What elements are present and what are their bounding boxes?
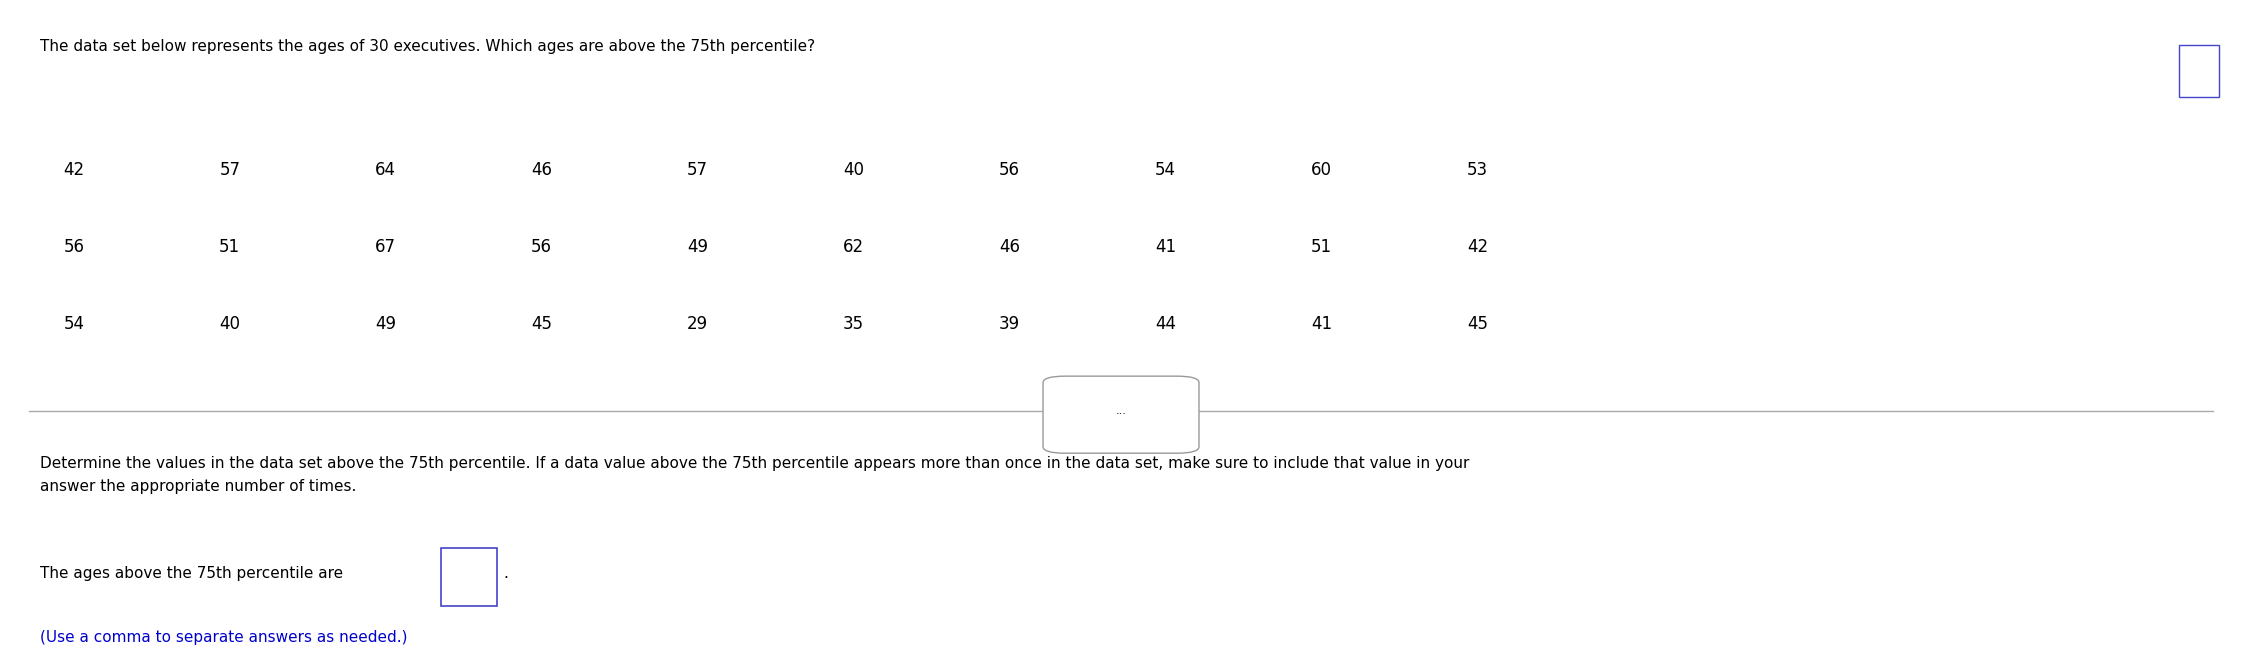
Text: ...: ... [1117, 407, 1125, 417]
Text: 42: 42 [1466, 238, 1489, 256]
Text: 49: 49 [686, 238, 708, 256]
Text: 56: 56 [531, 238, 552, 256]
Text: 41: 41 [1312, 315, 1332, 333]
Text: 46: 46 [531, 161, 552, 179]
Text: 62: 62 [843, 238, 863, 256]
Text: 64: 64 [374, 161, 397, 179]
Text: 35: 35 [843, 315, 863, 333]
Text: 51: 51 [1312, 238, 1332, 256]
Text: The data set below represents the ages of 30 executives. Which ages are above th: The data set below represents the ages o… [40, 39, 816, 54]
Text: Determine the values in the data set above the 75th percentile. If a data value : Determine the values in the data set abo… [40, 457, 1471, 493]
Text: 56: 56 [1000, 161, 1020, 179]
Text: The ages above the 75th percentile are: The ages above the 75th percentile are [40, 565, 343, 581]
Text: .: . [504, 565, 509, 581]
Text: 45: 45 [1466, 315, 1489, 333]
Text: 56: 56 [63, 238, 85, 256]
Text: 45: 45 [531, 315, 552, 333]
Text: 42: 42 [63, 161, 85, 179]
Text: 51: 51 [220, 238, 240, 256]
Text: 46: 46 [1000, 238, 1020, 256]
FancyBboxPatch shape [442, 548, 498, 606]
Text: 53: 53 [1466, 161, 1489, 179]
Text: 57: 57 [686, 161, 708, 179]
Text: 29: 29 [686, 315, 708, 333]
Text: 67: 67 [374, 238, 397, 256]
Text: 40: 40 [843, 161, 863, 179]
FancyBboxPatch shape [2179, 45, 2220, 97]
Text: 54: 54 [1155, 161, 1177, 179]
Text: 39: 39 [1000, 315, 1020, 333]
Text: 40: 40 [220, 315, 240, 333]
FancyBboxPatch shape [1043, 376, 1199, 453]
Text: 60: 60 [1312, 161, 1332, 179]
Text: 57: 57 [220, 161, 240, 179]
Text: 44: 44 [1155, 315, 1177, 333]
Text: 41: 41 [1155, 238, 1177, 256]
Text: 54: 54 [63, 315, 85, 333]
Text: 49: 49 [374, 315, 397, 333]
Text: (Use a comma to separate answers as needed.): (Use a comma to separate answers as need… [40, 630, 408, 645]
